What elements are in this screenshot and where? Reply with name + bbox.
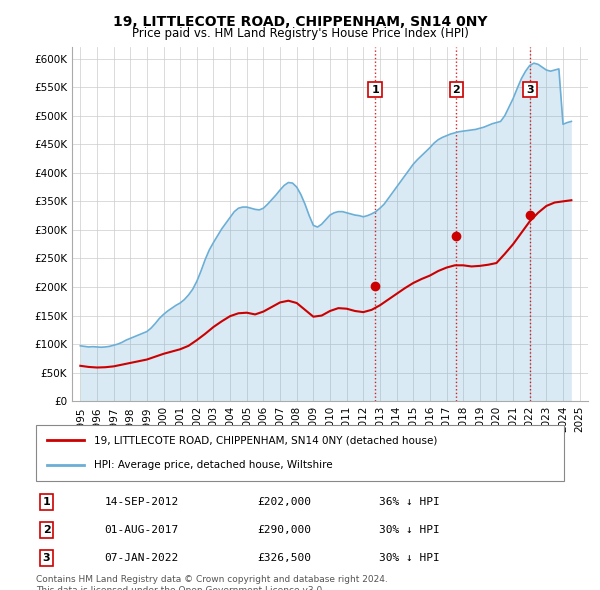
Text: Contains HM Land Registry data © Crown copyright and database right 2024.
This d: Contains HM Land Registry data © Crown c… [36,575,388,590]
Text: £326,500: £326,500 [258,553,312,563]
Text: 3: 3 [43,553,50,563]
Text: HPI: Average price, detached house, Wiltshire: HPI: Average price, detached house, Wilt… [94,460,333,470]
Text: 19, LITTLECOTE ROAD, CHIPPENHAM, SN14 0NY (detached house): 19, LITTLECOTE ROAD, CHIPPENHAM, SN14 0N… [94,435,437,445]
Text: £290,000: £290,000 [258,525,312,535]
Text: 2: 2 [43,525,50,535]
Text: 30% ↓ HPI: 30% ↓ HPI [379,553,440,563]
Text: 07-JAN-2022: 07-JAN-2022 [104,553,179,563]
Text: 2: 2 [452,85,460,94]
Text: 30% ↓ HPI: 30% ↓ HPI [379,525,440,535]
Text: 01-AUG-2017: 01-AUG-2017 [104,525,179,535]
Text: 14-SEP-2012: 14-SEP-2012 [104,497,179,507]
Text: 3: 3 [526,85,534,94]
Text: 36% ↓ HPI: 36% ↓ HPI [379,497,440,507]
Text: 19, LITTLECOTE ROAD, CHIPPENHAM, SN14 0NY: 19, LITTLECOTE ROAD, CHIPPENHAM, SN14 0N… [113,15,487,29]
Text: Price paid vs. HM Land Registry's House Price Index (HPI): Price paid vs. HM Land Registry's House … [131,27,469,40]
FancyBboxPatch shape [36,425,564,481]
Text: 1: 1 [43,497,50,507]
Text: £202,000: £202,000 [258,497,312,507]
Text: 1: 1 [371,85,379,94]
